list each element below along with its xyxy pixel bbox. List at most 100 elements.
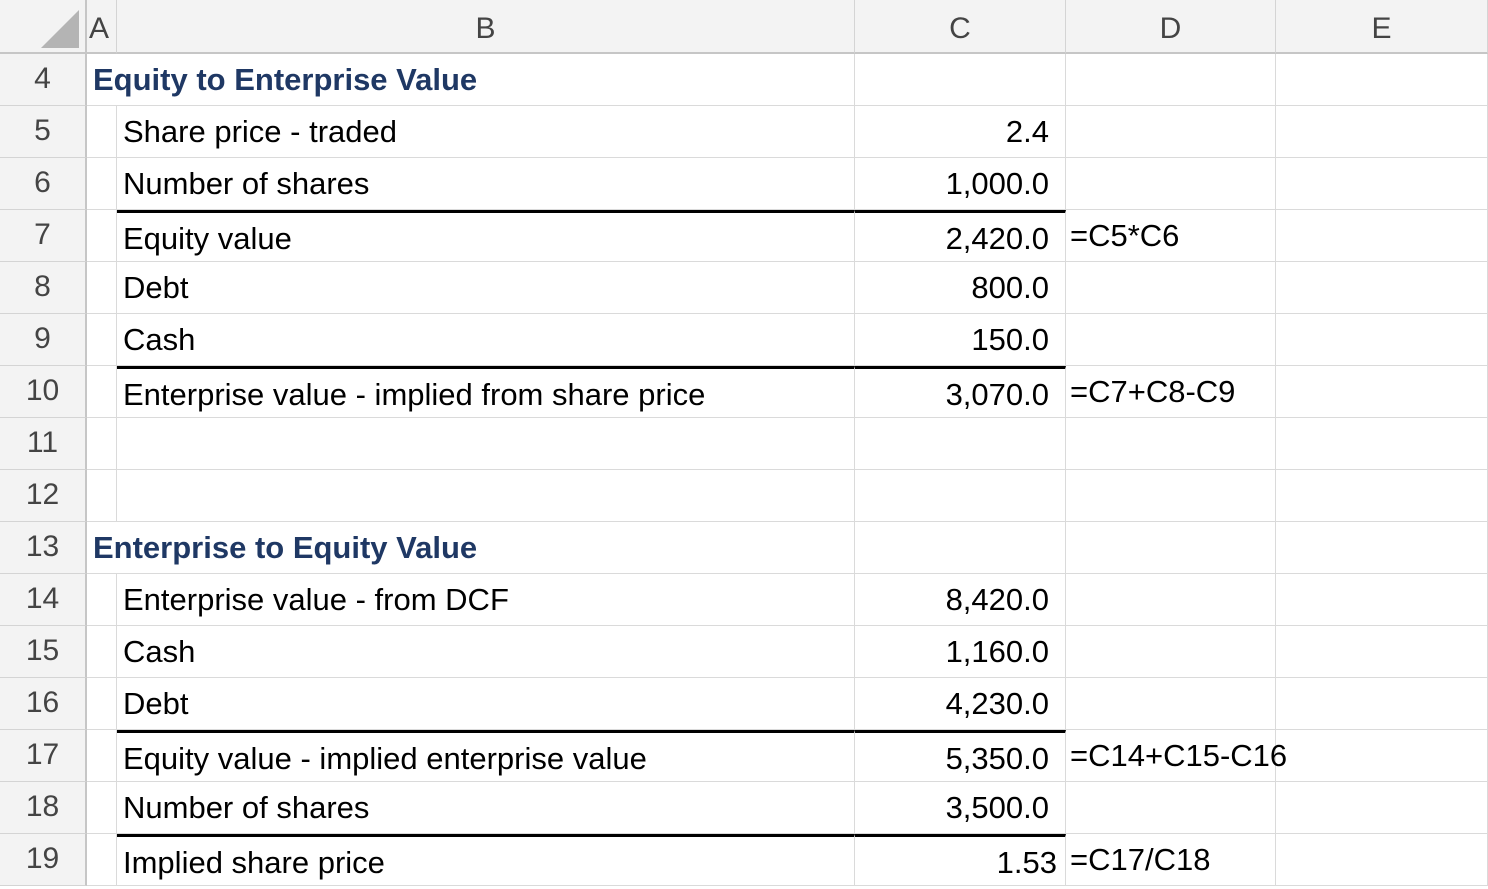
cell-a19[interactable] (87, 834, 117, 886)
row-header-6[interactable]: 6 (0, 158, 87, 210)
row-header-11[interactable]: 11 (0, 418, 87, 470)
cell-c9[interactable]: 150.0 (855, 314, 1066, 366)
cell-b14[interactable]: Enterprise value - from DCF (117, 574, 855, 626)
cell-e12[interactable] (1276, 470, 1488, 522)
row-header-19[interactable]: 19 (0, 834, 87, 886)
cell-d12[interactable] (1066, 470, 1276, 522)
row-header-5[interactable]: 5 (0, 106, 87, 158)
cell-c4[interactable] (855, 54, 1066, 106)
cell-e7[interactable] (1276, 210, 1488, 262)
cell-b10[interactable]: Enterprise value - implied from share pr… (117, 366, 855, 418)
cell-d19[interactable]: =C17/C18 (1066, 834, 1276, 886)
cell-b9[interactable]: Cash (117, 314, 855, 366)
column-header-a[interactable]: A (87, 0, 117, 54)
cell-d8[interactable] (1066, 262, 1276, 314)
cell-d11[interactable] (1066, 418, 1276, 470)
row-header-12[interactable]: 12 (0, 470, 87, 522)
cell-d7[interactable]: =C5*C6 (1066, 210, 1276, 262)
cell-e10[interactable] (1276, 366, 1488, 418)
row-header-8[interactable]: 8 (0, 262, 87, 314)
cell-b6[interactable]: Number of shares (117, 158, 855, 210)
cell-e18[interactable] (1276, 782, 1488, 834)
cell-e9[interactable] (1276, 314, 1488, 366)
row-header-7[interactable]: 7 (0, 210, 87, 262)
cell-d10[interactable]: =C7+C8-C9 (1066, 366, 1276, 418)
cell-a5[interactable] (87, 106, 117, 158)
cell-b15[interactable]: Cash (117, 626, 855, 678)
cell-e19[interactable] (1276, 834, 1488, 886)
cell-c19[interactable]: 1.53 (855, 834, 1066, 886)
row-header-17[interactable]: 17 (0, 730, 87, 782)
cell-c8[interactable]: 800.0 (855, 262, 1066, 314)
cell-e15[interactable] (1276, 626, 1488, 678)
column-header-d[interactable]: D (1066, 0, 1276, 54)
cell-a8[interactable] (87, 262, 117, 314)
column-header-c[interactable]: C (855, 0, 1066, 54)
cell-e14[interactable] (1276, 574, 1488, 626)
cell-e6[interactable] (1276, 158, 1488, 210)
cell-b8[interactable]: Debt (117, 262, 855, 314)
cell-d9[interactable] (1066, 314, 1276, 366)
section-title[interactable]: Enterprise to Equity Value (93, 522, 855, 574)
cell-c17[interactable]: 5,350.0 (855, 730, 1066, 782)
cell-d13[interactable] (1066, 522, 1276, 574)
cell-c16[interactable]: 4,230.0 (855, 678, 1066, 730)
cell-b16[interactable]: Debt (117, 678, 855, 730)
cell-b5[interactable]: Share price - traded (117, 106, 855, 158)
cell-d6[interactable] (1066, 158, 1276, 210)
cell-e11[interactable] (1276, 418, 1488, 470)
row-header-4[interactable]: 4 (0, 54, 87, 106)
cell-b7[interactable]: Equity value (117, 210, 855, 262)
select-all-button[interactable] (0, 0, 87, 54)
row-header-18[interactable]: 18 (0, 782, 87, 834)
row-header-15[interactable]: 15 (0, 626, 87, 678)
cell-c13[interactable] (855, 522, 1066, 574)
cell-d18[interactable] (1066, 782, 1276, 834)
cell-e5[interactable] (1276, 106, 1488, 158)
cell-a14[interactable] (87, 574, 117, 626)
cell-d4[interactable] (1066, 54, 1276, 106)
cell-e16[interactable] (1276, 678, 1488, 730)
cell-b19[interactable]: Implied share price (117, 834, 855, 886)
cell-d14[interactable] (1066, 574, 1276, 626)
cell-e17[interactable] (1276, 730, 1488, 782)
cell-c6[interactable]: 1,000.0 (855, 158, 1066, 210)
cell-c10[interactable]: 3,070.0 (855, 366, 1066, 418)
cell-d5[interactable] (1066, 106, 1276, 158)
cell-e8[interactable] (1276, 262, 1488, 314)
cell-a18[interactable] (87, 782, 117, 834)
cell-a17[interactable] (87, 730, 117, 782)
cell-d15[interactable] (1066, 626, 1276, 678)
cell-a9[interactable] (87, 314, 117, 366)
cell-a16[interactable] (87, 678, 117, 730)
cell-c18[interactable]: 3,500.0 (855, 782, 1066, 834)
row-header-13[interactable]: 13 (0, 522, 87, 574)
cell-a7[interactable] (87, 210, 117, 262)
cell-c12[interactable] (855, 470, 1066, 522)
cell-e4[interactable] (1276, 54, 1488, 106)
cell-c7[interactable]: 2,420.0 (855, 210, 1066, 262)
cell-b17[interactable]: Equity value - implied enterprise value (117, 730, 855, 782)
cell-d16[interactable] (1066, 678, 1276, 730)
column-header-b[interactable]: B (117, 0, 855, 54)
cell-a15[interactable] (87, 626, 117, 678)
cell-b12[interactable] (117, 470, 855, 522)
row-header-9[interactable]: 9 (0, 314, 87, 366)
cell-d17[interactable]: =C14+C15-C16 (1066, 730, 1287, 782)
section-title[interactable]: Equity to Enterprise Value (93, 54, 855, 106)
cell-b18[interactable]: Number of shares (117, 782, 855, 834)
row-header-10[interactable]: 10 (0, 366, 87, 418)
cell-a11[interactable] (87, 418, 117, 470)
cell-c14[interactable]: 8,420.0 (855, 574, 1066, 626)
cell-c11[interactable] (855, 418, 1066, 470)
cell-e13[interactable] (1276, 522, 1488, 574)
cell-b11[interactable] (117, 418, 855, 470)
cell-c15[interactable]: 1,160.0 (855, 626, 1066, 678)
cell-c5[interactable]: 2.4 (855, 106, 1066, 158)
cell-a12[interactable] (87, 470, 117, 522)
row-header-16[interactable]: 16 (0, 678, 87, 730)
row-header-14[interactable]: 14 (0, 574, 87, 626)
column-header-e[interactable]: E (1276, 0, 1488, 54)
cell-a6[interactable] (87, 158, 117, 210)
cell-a10[interactable] (87, 366, 117, 418)
